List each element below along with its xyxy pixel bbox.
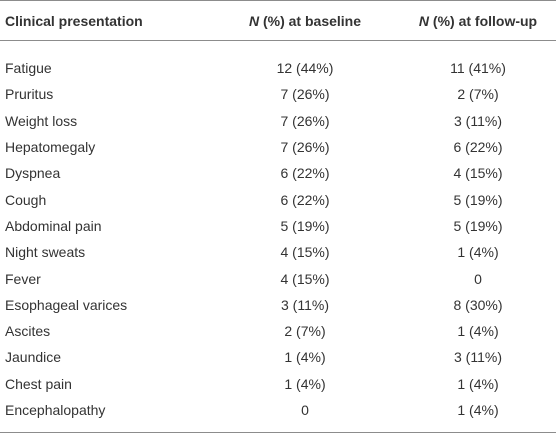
row-label: Ascites [5, 323, 51, 340]
row-label: Chest pain [5, 375, 72, 392]
cell-value: 5 (19%) [453, 217, 503, 234]
table-row: Fever 4 (15%) 0 [0, 265, 556, 291]
cell-value: 1 (4%) [457, 244, 499, 261]
cell-value: 0 [474, 270, 482, 287]
cell-value: 2 (7%) [457, 86, 499, 103]
cell-value: 2 (7%) [284, 323, 326, 340]
row-label: Encephalopathy [5, 402, 106, 418]
cell-value: 1 (4%) [457, 323, 499, 340]
header-cell: N (%) at baseline [210, 0, 400, 41]
table-row: Cough 6 (22%) 5 (19%) [0, 186, 556, 212]
cell-value: 5 (19%) [280, 217, 330, 234]
table-row: Chest pain 1 (4%) 1 (4%) [0, 371, 556, 397]
row-label: Cough [5, 191, 47, 208]
table-row: Jaundice 1 (4%) 3 (11%) [0, 344, 556, 370]
table-row: Night sweats 4 (15%) 1 (4%) [0, 239, 556, 265]
cell-value: 1 (4%) [284, 349, 326, 366]
table-row: Pruritus 7 (26%) 2 (7%) [0, 81, 556, 107]
cell-value: 12 (44%) [276, 60, 334, 77]
cell-value: 6 (22%) [280, 165, 330, 182]
cell-value: 3 (11%) [454, 349, 502, 366]
cell-value: 7 (26%) [280, 112, 330, 129]
cell-value: 4 (15%) [280, 244, 330, 261]
cell-value: 7 (26%) [280, 86, 330, 103]
cell-value: 1 (4%) [457, 375, 499, 392]
table-row: Fatigue 12 (44%) 11 (41%) [0, 41, 556, 82]
row-label: Dyspnea [5, 165, 61, 182]
table-body: Fatigue 12 (44%) 11 (41%) Pruritus 7 (26%) 2 … [0, 41, 556, 433]
row-label: Weight loss [5, 112, 78, 129]
cell-value: 4 (15%) [280, 270, 330, 287]
header-row: Clinical presentation N (%) at baseline N … [0, 0, 556, 41]
cell-value: 7 (26%) [280, 139, 330, 156]
cell-value: 8 (30%) [453, 296, 503, 313]
row-label: Esophageal varices [5, 296, 128, 313]
cell-value: 6 (22%) [280, 191, 330, 208]
table-row: Abdominal pain 5 (19%) 5 (19%) [0, 213, 556, 239]
row-label: Pruritus [5, 86, 54, 103]
header-cell: N (%) at follow-up [400, 0, 556, 41]
header-cell: Clinical presentation [0, 0, 210, 41]
table-row: Esophageal varices 3 (11%) 8 (30%) [0, 292, 556, 318]
table-row: Dyspnea 6 (22%) 4 (15%) [0, 160, 556, 186]
cell-value: 0 [301, 402, 309, 418]
row-label: Fatigue [5, 60, 52, 77]
row-label: Hepatomegaly [5, 139, 96, 156]
cell-value: 1 (4%) [457, 402, 499, 418]
row-label: Night sweats [5, 244, 86, 261]
row-label: Abdominal pain [5, 217, 102, 234]
cell-value: 1 (4%) [284, 375, 326, 392]
table-row: Weight loss 7 (26%) 3 (11%) [0, 108, 556, 134]
cell-value: 5 (19%) [453, 191, 503, 208]
table-row: Ascites 2 (7%) 1 (4%) [0, 318, 556, 344]
table-row: Encephalopathy 0 1 (4%) [0, 397, 556, 433]
table-row: Hepatomegaly 7 (26%) 6 (22%) [0, 134, 556, 160]
row-label: Fever [5, 270, 41, 287]
row-label: Jaundice [5, 349, 62, 366]
cell-value: 6 (22%) [453, 139, 503, 156]
cell-value: 11 (41%) [450, 60, 506, 77]
cell-value: 3 (11%) [454, 112, 502, 129]
cell-value: 3 (11%) [281, 296, 329, 313]
cell-value: 4 (15%) [453, 165, 503, 182]
